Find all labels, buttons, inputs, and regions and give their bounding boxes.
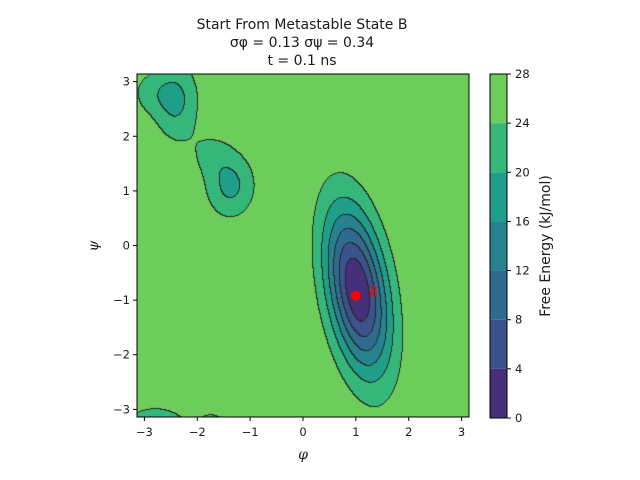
colorbar-label: Free Energy (kJ/mol) xyxy=(538,175,554,317)
y-tick-label: 3 xyxy=(123,75,130,89)
colorbar-tick-label: 4 xyxy=(515,362,522,376)
colorbar-band xyxy=(490,319,507,369)
x-tick-label: 3 xyxy=(458,425,465,439)
free-energy-contourf xyxy=(137,74,469,417)
colorbar-band xyxy=(490,368,507,418)
colorbar-frame xyxy=(489,73,508,419)
x-tick-label: 1 xyxy=(352,425,359,439)
chart-title-line-2: σφ = 0.13 σψ = 0.34 xyxy=(230,35,374,51)
y-axis-label: ψ xyxy=(86,239,102,251)
x-tick-label: −2 xyxy=(189,425,206,439)
x-tick-label: −3 xyxy=(136,425,153,439)
colorbar-tick-label: 24 xyxy=(515,116,530,130)
x-tick-label: −1 xyxy=(242,425,259,439)
colorbar-tick-label: 28 xyxy=(515,67,530,81)
state-b-marker xyxy=(350,290,361,301)
colorbar-tick-label: 20 xyxy=(515,165,530,179)
colorbar-band xyxy=(490,123,507,173)
y-tick-label: −2 xyxy=(113,348,130,362)
state-b-label: B xyxy=(369,286,378,301)
colorbar-tick-label: 12 xyxy=(515,264,530,278)
x-axis-ticks: −3 −2 −1 0 1 2 3 xyxy=(136,417,465,439)
colorbar xyxy=(490,74,507,418)
colorbar-tick-label: 16 xyxy=(515,214,530,228)
colorbar-tick-label: 8 xyxy=(515,313,522,327)
y-tick-label: 1 xyxy=(123,184,130,198)
x-tick-label: 0 xyxy=(299,425,306,439)
y-tick-label: 2 xyxy=(123,129,130,143)
colorbar-band xyxy=(490,172,507,222)
y-tick-label: 0 xyxy=(123,239,130,253)
colorbar-band xyxy=(490,221,507,271)
chart-title-line-3: t = 0.1 ns xyxy=(267,53,336,69)
colorbar-ticks: 0 4 8 12 16 20 24 28 xyxy=(507,67,530,425)
y-axis-ticks: −3 −2 −1 0 1 2 3 xyxy=(113,75,137,416)
colorbar-band xyxy=(490,74,507,124)
colorbar-band xyxy=(490,270,507,320)
y-tick-label: −3 xyxy=(113,402,130,416)
chart-title-line-1: Start From Metastable State B xyxy=(197,17,408,33)
x-tick-label: 2 xyxy=(405,425,412,439)
x-axis-label: φ xyxy=(298,447,308,463)
colorbar-tick-label: 0 xyxy=(515,411,522,425)
y-tick-label: −1 xyxy=(113,293,130,307)
